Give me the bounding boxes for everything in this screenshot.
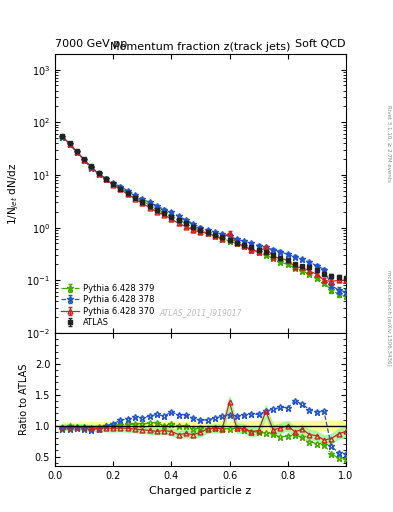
Title: Momentum fraction z(track jets): Momentum fraction z(track jets) [110, 41, 290, 52]
Text: 7000 GeV pp: 7000 GeV pp [55, 38, 127, 49]
Text: Soft QCD: Soft QCD [296, 38, 346, 49]
Y-axis label: 1/N$_{jet}$ dN/dz: 1/N$_{jet}$ dN/dz [6, 162, 21, 225]
Legend: Pythia 6.428 379, Pythia 6.428 378, Pythia 6.428 370, ATLAS: Pythia 6.428 379, Pythia 6.428 378, Pyth… [59, 282, 156, 329]
Text: ATLAS_2011_I919017: ATLAS_2011_I919017 [159, 309, 242, 317]
Y-axis label: Ratio to ATLAS: Ratio to ATLAS [19, 364, 29, 435]
X-axis label: Charged particle z: Charged particle z [149, 486, 252, 496]
Text: mcplots.cern.ch [arXiv:1306.3436]: mcplots.cern.ch [arXiv:1306.3436] [386, 270, 391, 365]
Text: Rivet 3.1.10, ≥ 2.7M events: Rivet 3.1.10, ≥ 2.7M events [386, 105, 391, 182]
